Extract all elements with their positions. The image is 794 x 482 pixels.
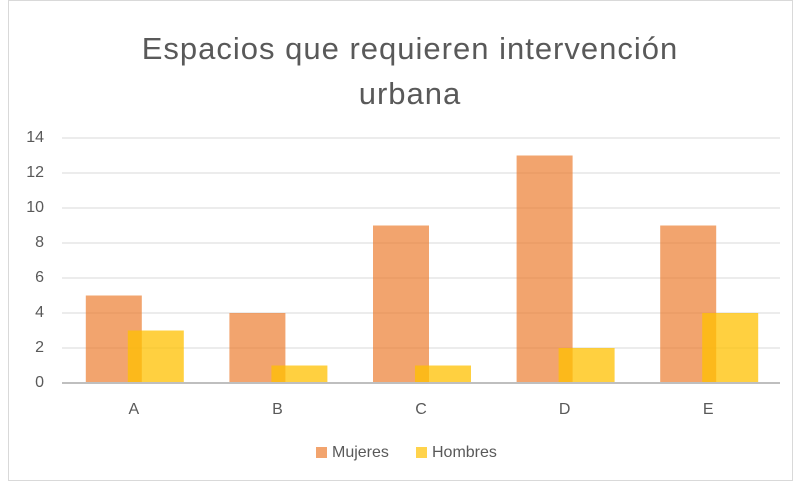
bar	[558, 348, 615, 383]
chart-title: Espacios que requieren intervención urba…	[141, 31, 679, 111]
x-tick-label: D	[559, 401, 571, 418]
legend-label: Hombres	[432, 444, 497, 461]
bar	[271, 365, 328, 383]
bar	[415, 365, 471, 383]
x-tick-label: B	[272, 401, 283, 418]
y-tick-label: 2	[35, 339, 44, 356]
y-tick-label: 0	[35, 374, 44, 391]
chart-border	[8, 0, 793, 481]
y-tick-label: 14	[26, 129, 44, 146]
bar	[373, 225, 429, 383]
x-tick-label: A	[128, 401, 139, 418]
bar	[127, 330, 184, 383]
y-tick-label: 12	[26, 164, 44, 181]
legend-label: Mujeres	[332, 444, 389, 461]
x-tick-label: E	[703, 401, 714, 418]
bar	[516, 155, 573, 383]
y-tick-label: 8	[35, 234, 44, 251]
y-tick-label: 4	[35, 304, 44, 321]
bar	[702, 313, 759, 383]
legend-swatch	[316, 447, 327, 458]
x-tick-label: C	[415, 401, 427, 418]
legend-swatch	[416, 447, 427, 458]
y-tick-label: 6	[35, 269, 44, 286]
y-tick-label: 10	[26, 199, 44, 216]
